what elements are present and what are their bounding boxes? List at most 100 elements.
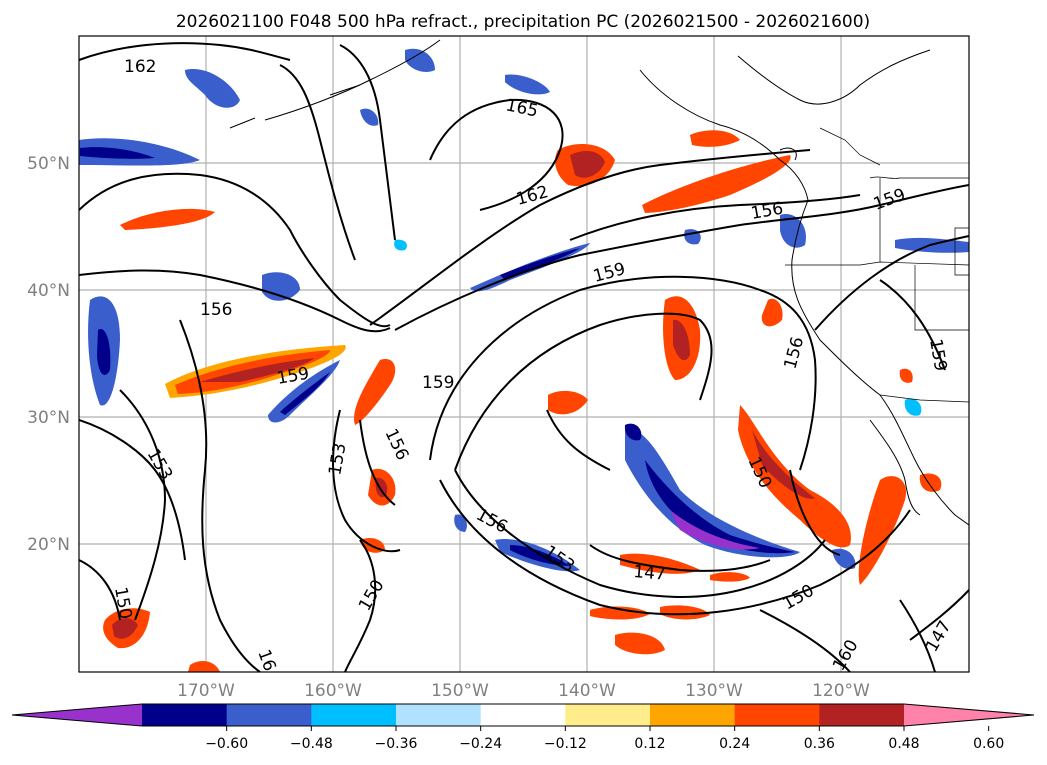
neg-anomaly-shape [645, 460, 795, 554]
neg-anomaly-shape [454, 514, 467, 532]
contour-label: 159 [422, 373, 454, 393]
neg-anomaly-shape [780, 214, 806, 248]
lat-label: 20°N [27, 535, 70, 555]
aleutian-islands [329, 84, 361, 96]
pos-anomaly-shape [620, 553, 700, 574]
contour-153e [332, 409, 401, 553]
contour-159 [279, 64, 356, 261]
baja-california [869, 419, 921, 516]
pos-anomaly-shape [615, 632, 665, 655]
colorbar-tick-label: 0.12 [634, 736, 665, 752]
colorbar-tick-label: 0.24 [719, 736, 750, 752]
neg-anomaly-shape [185, 69, 240, 108]
contour-147b [899, 599, 936, 672]
pos-anomaly-shape [375, 477, 388, 498]
contour-150d [759, 609, 851, 672]
neg-anomaly-shape [80, 147, 155, 159]
lon-label: 140°W [558, 681, 616, 701]
state-border [819, 127, 881, 166]
pos-anomaly-shape [738, 405, 851, 548]
colorbar-swatch [142, 704, 228, 726]
colorbar-tick-label: −0.36 [375, 736, 418, 752]
contour-150 [439, 479, 911, 616]
colorbar-tick-label: −0.24 [459, 736, 502, 752]
coastlines [229, 39, 969, 526]
pos-anomaly-shape [570, 150, 605, 178]
contour-159b [394, 184, 969, 331]
contour-159d [814, 235, 969, 331]
colorbar-tick-label: 0.36 [804, 736, 835, 752]
neg-anomaly-shape [904, 398, 922, 416]
alaska-interior [737, 49, 931, 105]
pos-anomaly-shape [354, 359, 396, 425]
lon-label: 160°W [304, 681, 362, 701]
contour-153b [546, 409, 611, 471]
figure-title: 2026021100 F048 500 hPa refract., precip… [176, 12, 870, 32]
neg-anomaly-shape [360, 108, 379, 126]
lat-label: 30°N [27, 408, 70, 428]
contour-159e [879, 279, 946, 371]
neg-anomaly-shape [670, 510, 760, 550]
contour-147c [909, 589, 969, 641]
pos-anomaly-shape [188, 660, 220, 672]
island-coast [779, 147, 797, 161]
state-border [954, 227, 969, 276]
contour-150c [79, 559, 121, 621]
pos-anomaly-shape [112, 618, 138, 639]
contour-156-loop [569, 194, 861, 241]
contour-159f [344, 539, 377, 672]
pos-anomaly-shape [200, 358, 315, 382]
colorbar-outline [11, 703, 1035, 727]
pos-anomaly-shape [660, 605, 710, 620]
neg-anomaly-shape [97, 329, 111, 375]
pos-anomaly-shape [858, 476, 906, 585]
contour-156d [759, 289, 817, 471]
contour-label: 156 [200, 300, 232, 320]
map-frame [78, 35, 970, 673]
contour-159c [429, 275, 761, 461]
pos-anomaly-shape [120, 208, 215, 230]
contour-153 [454, 469, 826, 598]
contour-153c [79, 419, 186, 561]
colorbar-swatch [565, 704, 651, 726]
lat-label: 40°N [27, 281, 70, 301]
neg-anomaly-shape [405, 48, 435, 72]
map-background [79, 36, 969, 672]
colorbar-tick-label: −0.60 [205, 736, 248, 752]
lon-label: 130°W [685, 681, 743, 701]
colorbar-swatch [311, 704, 397, 726]
contour-165 [429, 98, 564, 211]
west-coast-na [791, 199, 969, 526]
alaska-coast [639, 69, 809, 201]
colorbar-swatch [226, 704, 312, 726]
contour-162c [369, 149, 811, 326]
colorbar-swatch [480, 704, 566, 726]
pos-anomaly-shape [548, 390, 588, 415]
neg-anomaly-shape [505, 74, 550, 95]
contour-156 [79, 172, 391, 328]
colorbar-swatch [734, 704, 820, 726]
state-border [785, 261, 969, 266]
colorbar-tick-label: −0.12 [544, 736, 587, 752]
contour-label: 162 [124, 57, 156, 77]
precip-anomaly-fill [79, 48, 969, 672]
pos-anomaly-shape [673, 319, 690, 361]
contour-150b [789, 469, 841, 556]
lon-labels: 170°W 160°W 150°W 140°W 130°W 120°W [177, 681, 870, 701]
border-us-mex [879, 394, 969, 403]
refractivity-contours [79, 42, 969, 672]
colorbar-swatch [396, 704, 482, 726]
map-panel: 162 165 162 156 159 159 156 159 159 156 … [78, 35, 970, 673]
colorbar-tick-label: −0.48 [290, 736, 333, 752]
colorbar-extend-low [12, 704, 142, 726]
contour-156b [79, 269, 391, 333]
neg-anomaly-shape [394, 239, 407, 251]
pos-anomaly-shape [899, 368, 913, 383]
colorbar-extend-high [904, 704, 1034, 726]
contour-153d [119, 389, 167, 621]
lon-label: 150°W [431, 681, 489, 701]
lat-labels: 50°N 40°N 30°N 20°N [27, 154, 70, 555]
neg-anomaly-shape [280, 372, 330, 415]
lon-label: 170°W [177, 681, 235, 701]
contour-147 [589, 544, 771, 572]
